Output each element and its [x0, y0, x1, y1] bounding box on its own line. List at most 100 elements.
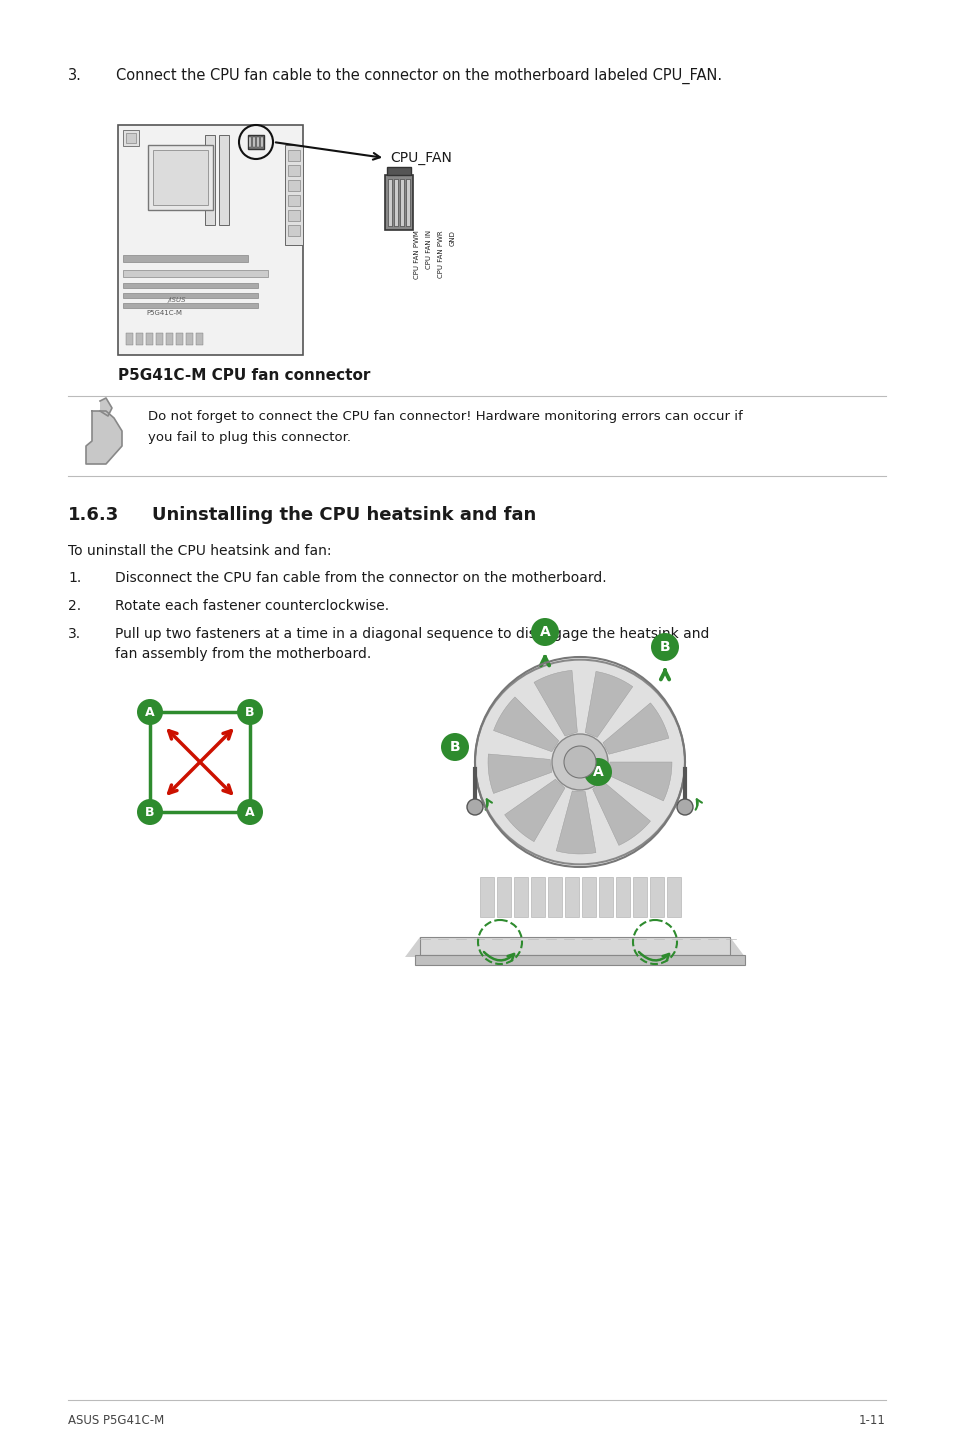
Bar — [152, 150, 208, 206]
Bar — [118, 125, 303, 355]
Bar — [195, 334, 203, 345]
Bar — [419, 938, 729, 955]
Text: To uninstall the CPU heatsink and fan:: To uninstall the CPU heatsink and fan: — [68, 544, 331, 558]
Circle shape — [552, 733, 607, 789]
Bar — [123, 129, 139, 147]
Text: B: B — [145, 805, 154, 818]
Bar — [146, 334, 152, 345]
Text: Pull up two fasteners at a time in a diagonal sequence to disengage the heatsink: Pull up two fasteners at a time in a dia… — [115, 627, 709, 641]
Polygon shape — [556, 791, 596, 854]
Bar — [288, 196, 299, 206]
Bar — [256, 137, 259, 147]
Polygon shape — [405, 938, 744, 958]
Bar — [123, 255, 248, 262]
Bar — [288, 210, 299, 221]
Circle shape — [137, 800, 163, 825]
Bar — [175, 334, 183, 345]
Text: CPU FAN IN: CPU FAN IN — [426, 230, 432, 269]
Bar — [123, 283, 257, 288]
Bar — [285, 145, 303, 244]
Bar — [387, 167, 411, 175]
Text: 3.: 3. — [68, 68, 82, 83]
Polygon shape — [488, 754, 551, 794]
Bar — [388, 178, 392, 226]
Text: A: A — [245, 805, 254, 818]
Bar — [479, 877, 494, 917]
Circle shape — [467, 800, 482, 815]
Bar — [633, 877, 646, 917]
Bar — [253, 137, 255, 147]
Bar — [581, 877, 596, 917]
Bar — [166, 334, 172, 345]
Bar — [406, 178, 410, 226]
Circle shape — [677, 800, 692, 815]
Bar — [288, 224, 299, 236]
Text: Uninstalling the CPU heatsink and fan: Uninstalling the CPU heatsink and fan — [152, 506, 536, 523]
Bar — [399, 178, 403, 226]
Text: 3.: 3. — [68, 627, 81, 641]
Bar — [150, 712, 250, 812]
Bar — [123, 293, 257, 298]
Text: 1.6.3: 1.6.3 — [68, 506, 119, 523]
Circle shape — [137, 699, 163, 725]
Bar — [123, 303, 257, 308]
Text: A: A — [539, 626, 550, 638]
Bar — [394, 178, 397, 226]
Bar — [288, 165, 299, 175]
Text: CPU FAN PWM: CPU FAN PWM — [414, 230, 419, 279]
Bar — [547, 877, 561, 917]
Bar — [248, 135, 264, 150]
Bar — [126, 132, 136, 142]
Bar — [564, 877, 578, 917]
Bar — [288, 180, 299, 191]
Bar — [205, 135, 214, 224]
Bar — [219, 135, 229, 224]
Text: you fail to plug this connector.: you fail to plug this connector. — [148, 431, 351, 444]
Text: 1.: 1. — [68, 571, 81, 585]
Text: P5G41C-M: P5G41C-M — [146, 311, 182, 316]
Bar — [186, 334, 193, 345]
Circle shape — [583, 758, 612, 787]
Text: CPU_FAN: CPU_FAN — [390, 151, 452, 165]
Ellipse shape — [475, 660, 684, 864]
Polygon shape — [606, 762, 671, 801]
Bar — [123, 270, 268, 278]
Circle shape — [531, 618, 558, 646]
Circle shape — [440, 733, 469, 761]
Polygon shape — [504, 779, 564, 841]
Circle shape — [650, 633, 679, 661]
Text: Disconnect the CPU fan cable from the connector on the motherboard.: Disconnect the CPU fan cable from the co… — [115, 571, 606, 585]
Bar — [666, 877, 680, 917]
Text: Rotate each fastener counterclockwise.: Rotate each fastener counterclockwise. — [115, 600, 389, 613]
Bar — [261, 137, 263, 147]
Polygon shape — [493, 697, 558, 752]
Polygon shape — [86, 411, 122, 464]
Text: P5G41C-M CPU fan connector: P5G41C-M CPU fan connector — [118, 368, 370, 383]
Circle shape — [236, 800, 263, 825]
Bar — [616, 877, 629, 917]
Bar — [531, 877, 544, 917]
Text: A: A — [145, 706, 154, 719]
Text: GND: GND — [450, 230, 456, 246]
Text: /ISUS: /ISUS — [168, 298, 187, 303]
Polygon shape — [592, 781, 650, 846]
Polygon shape — [602, 703, 668, 755]
Bar — [415, 955, 744, 965]
Bar — [156, 334, 163, 345]
Bar — [136, 334, 143, 345]
Text: B: B — [245, 706, 254, 719]
Text: Do not forget to connect the CPU fan connector! Hardware monitoring errors can o: Do not forget to connect the CPU fan con… — [148, 410, 742, 423]
Text: B: B — [449, 741, 460, 754]
Bar — [126, 334, 132, 345]
Text: A: A — [592, 765, 602, 779]
Polygon shape — [584, 672, 632, 738]
Text: fan assembly from the motherboard.: fan assembly from the motherboard. — [115, 647, 371, 661]
Text: Connect the CPU fan cable to the connector on the motherboard labeled CPU_FAN.: Connect the CPU fan cable to the connect… — [116, 68, 721, 85]
Bar — [249, 137, 252, 147]
Text: B: B — [659, 640, 670, 654]
Text: ASUS P5G41C-M: ASUS P5G41C-M — [68, 1414, 164, 1426]
Bar — [514, 877, 527, 917]
Polygon shape — [100, 398, 112, 416]
Text: 1-11: 1-11 — [859, 1414, 885, 1426]
Bar — [497, 877, 511, 917]
